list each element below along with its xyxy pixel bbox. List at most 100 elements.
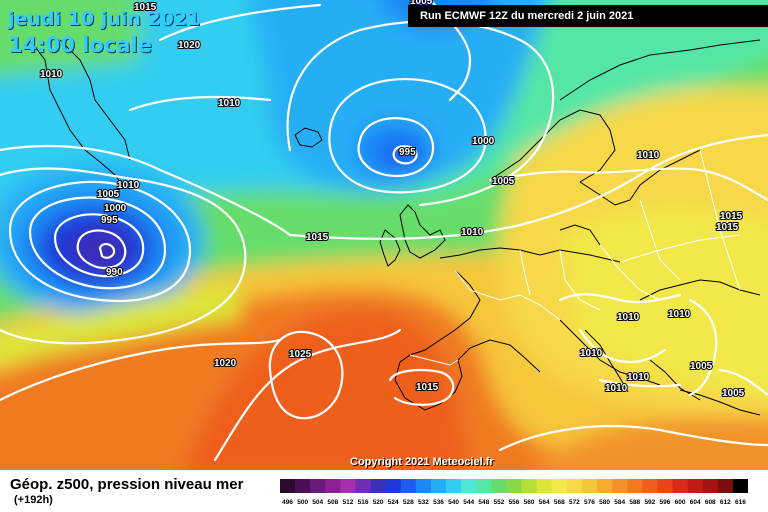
isobar-label: 1005 xyxy=(410,0,433,7)
legend-label: 508 xyxy=(327,499,338,506)
legend-swatch xyxy=(430,479,447,493)
isobar-label: 1005 xyxy=(722,388,745,399)
legend-swatch xyxy=(446,479,462,493)
coastlines xyxy=(29,39,761,416)
forecast-date: jeudi 10 juin 2021 xyxy=(8,8,201,30)
forecast-time: 14:00 locale xyxy=(8,33,152,57)
legend-label: 612 xyxy=(720,499,731,506)
isobar-label: 990 xyxy=(106,267,123,278)
legend-swatch xyxy=(597,479,613,493)
copyright-notice: Copyright 2021 Meteociel.fr xyxy=(350,456,494,468)
isobar-label: 1005 xyxy=(97,189,120,200)
legend-label: 556 xyxy=(509,499,520,506)
legend-labels: 496 500 504 508 512 516 520 524 528 532 536 540 544 5… xyxy=(282,499,746,506)
legend-swatch xyxy=(642,479,658,493)
legend-swatch xyxy=(657,479,673,493)
legend-label: 528 xyxy=(403,499,414,506)
isobar-label: 1010 xyxy=(668,309,691,320)
legend-label: 496 xyxy=(282,499,293,506)
legend-swatch xyxy=(310,479,326,493)
color-legend: 496 500 504 508 512 516 520 524 528 532 536 540 544 5… xyxy=(280,479,748,506)
isobar-label: 1020 xyxy=(178,40,201,51)
legend-swatch xyxy=(536,479,553,493)
legend-label: 520 xyxy=(373,499,384,506)
legend-label: 592 xyxy=(644,499,655,506)
isobar-label: 1010 xyxy=(627,372,650,383)
legend-swatch xyxy=(400,479,417,493)
legend-label: 600 xyxy=(675,499,686,506)
legend-swatch xyxy=(551,479,568,493)
isobar-label: 1010 xyxy=(117,180,140,191)
legend-swatch xyxy=(506,479,522,493)
isobar-label: 1015 xyxy=(416,382,439,393)
legend-swatch xyxy=(491,479,507,493)
legend-label: 568 xyxy=(554,499,565,506)
legend-swatch xyxy=(566,479,583,493)
legend-label: 516 xyxy=(358,499,369,506)
isobars xyxy=(0,0,768,460)
isobar-label: 1025 xyxy=(289,349,312,360)
legend-swatch xyxy=(355,479,371,493)
legend-label: 564 xyxy=(539,499,550,506)
isobar-label: 1010 xyxy=(40,69,63,80)
isobar-label: 1000 xyxy=(104,203,127,214)
legend-label: 576 xyxy=(584,499,595,506)
legend-label: 560 xyxy=(524,499,535,506)
legend-swatch xyxy=(612,479,628,493)
legend-label: 524 xyxy=(388,499,399,506)
isobar-label: 1015 xyxy=(134,2,157,13)
isobar-label: 1010 xyxy=(605,383,628,394)
legend-label: 536 xyxy=(433,499,444,506)
legend-swatch xyxy=(717,479,734,493)
legend-swatch xyxy=(702,479,719,493)
map-title: Géop. z500, pression niveau mer xyxy=(10,476,244,493)
legend-swatch xyxy=(476,479,492,493)
legend-swatch xyxy=(340,479,356,493)
legend-label: 572 xyxy=(569,499,580,506)
legend-label: 596 xyxy=(660,499,671,506)
run-banner: Run ECMWF 12Z du mercredi 2 juin 2021 xyxy=(408,5,768,27)
legend-swatch xyxy=(672,479,688,493)
isobar-label: 1005 xyxy=(492,176,515,187)
forecast-lead-time: (+192h) xyxy=(14,494,53,506)
weather-map: 1015 1020 1010 1010 995 1000 1010 1005 1… xyxy=(0,0,768,470)
isobar-label: 1015 xyxy=(306,232,329,243)
isobar-label: 995 xyxy=(399,147,416,158)
isobar-label: 1015 xyxy=(716,222,739,233)
legend-label: 532 xyxy=(418,499,429,506)
legend-label: 604 xyxy=(690,499,701,506)
legend-swatch xyxy=(627,479,643,493)
geopotential-field xyxy=(0,0,768,470)
legend-swatch xyxy=(461,479,477,493)
legend-label: 540 xyxy=(448,499,459,506)
legend-label: 548 xyxy=(478,499,489,506)
legend-label: 580 xyxy=(599,499,610,506)
legend-swatch xyxy=(370,479,386,493)
legend-label: 588 xyxy=(629,499,640,506)
legend-swatch xyxy=(415,479,432,493)
legend-label: 544 xyxy=(463,499,474,506)
legend-label: 608 xyxy=(705,499,716,506)
legend-label: 500 xyxy=(297,499,308,506)
legend-swatches xyxy=(280,479,748,493)
isobar-label: 1005 xyxy=(690,361,713,372)
isobar-label: 1010 xyxy=(580,348,603,359)
isobar-label: 1010 xyxy=(461,227,484,238)
legend-swatch xyxy=(325,479,341,493)
country-borders xyxy=(409,149,741,366)
legend-swatch xyxy=(280,479,296,493)
legend-swatch xyxy=(295,479,311,493)
legend-label: 552 xyxy=(493,499,504,506)
legend-swatch xyxy=(687,479,704,493)
isobar-label: 1010 xyxy=(617,312,640,323)
isobar-label: 1010 xyxy=(637,150,660,161)
legend-label: 504 xyxy=(312,499,323,506)
legend-label: 584 xyxy=(614,499,625,506)
legend-swatch xyxy=(732,479,748,493)
isobar-label: 1020 xyxy=(214,358,237,369)
legend-label: 616 xyxy=(735,499,746,506)
legend-swatch xyxy=(385,479,402,493)
isobar-labels: 1015 1020 1010 1010 995 1000 1010 1005 1… xyxy=(39,0,746,400)
isobar-label: 1010 xyxy=(218,98,241,109)
legend-label: 512 xyxy=(343,499,354,506)
